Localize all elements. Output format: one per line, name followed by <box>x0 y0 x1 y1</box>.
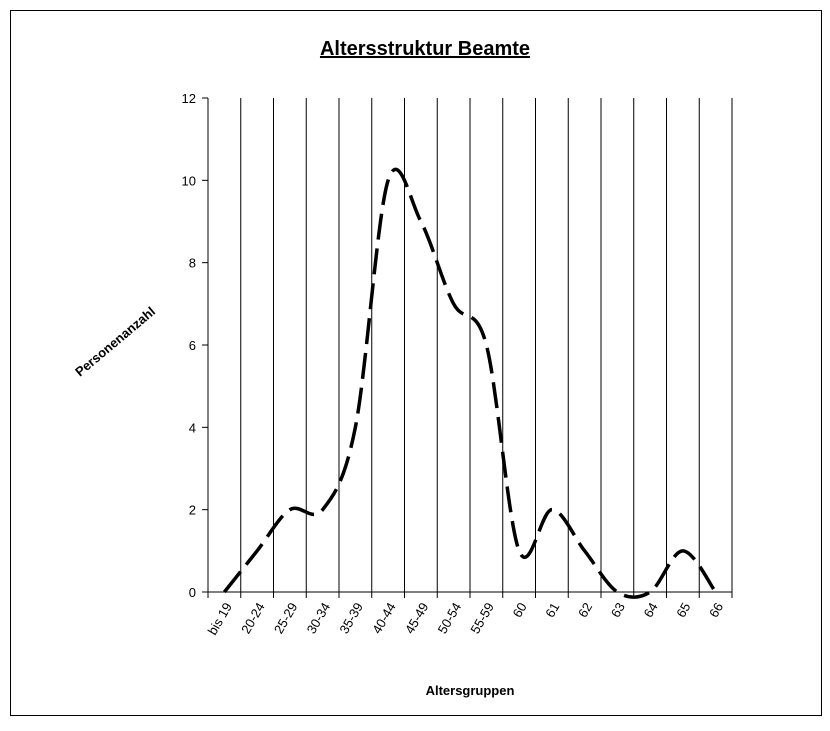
x-tick-label: 61 <box>542 600 562 620</box>
y-tick-label: 4 <box>189 420 196 435</box>
x-tick-label: 62 <box>575 600 595 620</box>
y-tick-label: 8 <box>189 256 196 271</box>
y-tick-label: 12 <box>182 91 196 106</box>
y-tick-label: 6 <box>189 338 196 353</box>
x-tick-label: 60 <box>509 600 529 620</box>
x-tick-label: 65 <box>673 600 693 620</box>
x-tick-label: 64 <box>640 600 660 620</box>
chart-frame <box>10 10 822 716</box>
x-tick-label: 66 <box>706 600 726 620</box>
y-tick-label: 10 <box>182 173 196 188</box>
x-axis-label: Altersgruppen <box>426 683 515 698</box>
x-tick-label: 63 <box>608 600 628 620</box>
chart-title: Altersstruktur Beamte <box>320 38 530 60</box>
y-tick-label: 0 <box>189 585 196 600</box>
data-line <box>223 167 718 599</box>
y-tick-label: 2 <box>189 503 196 518</box>
